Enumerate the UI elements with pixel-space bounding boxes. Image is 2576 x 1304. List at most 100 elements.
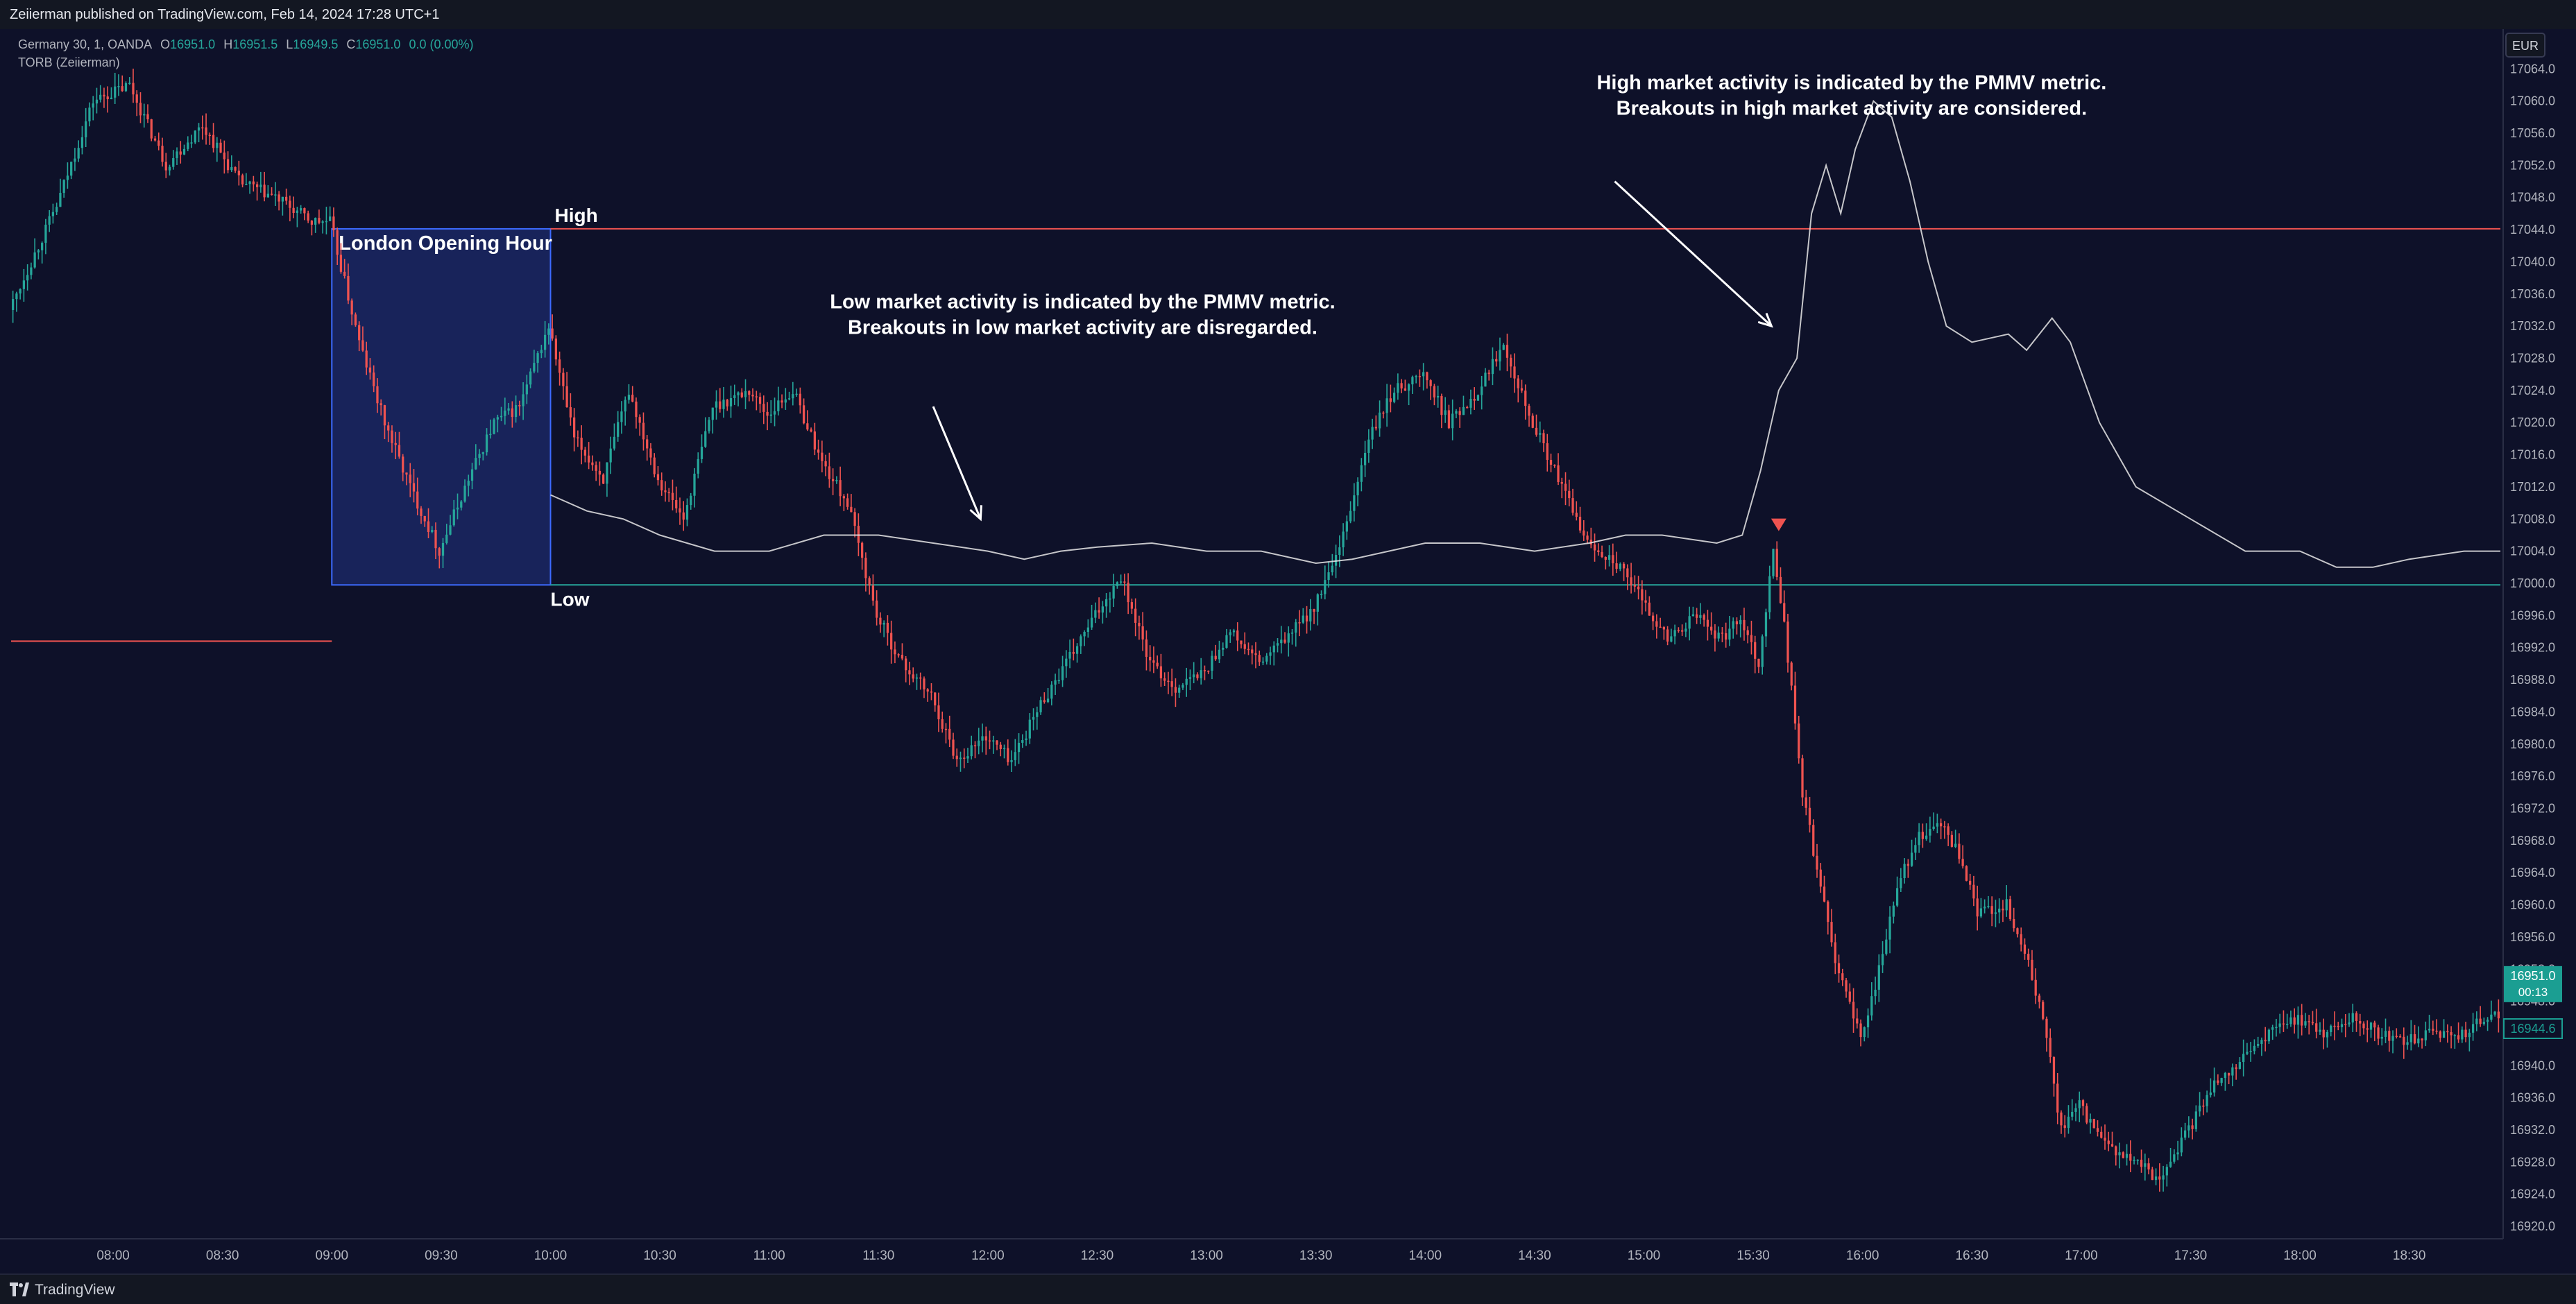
candle-body [973, 745, 977, 746]
candle-body [245, 184, 248, 185]
candle-body [219, 142, 222, 153]
candle [1188, 669, 1192, 691]
candle-body [463, 486, 466, 501]
candle [1743, 608, 1746, 641]
candle [577, 430, 579, 447]
candle [1130, 598, 1134, 615]
candle [580, 425, 583, 465]
candle-body [452, 509, 455, 526]
candle-body [1418, 376, 1422, 377]
candle-body [565, 386, 568, 408]
candle [792, 381, 794, 406]
candle-body [157, 140, 160, 146]
candle-body [383, 405, 386, 426]
arrow-shaft [932, 406, 982, 520]
candle-body [2002, 909, 2004, 911]
candle-body [876, 600, 878, 618]
candle [1808, 796, 1811, 833]
candle [1014, 739, 1016, 766]
candle [1790, 661, 1793, 691]
candle [2260, 1037, 2263, 1056]
candle-body [2031, 959, 2033, 980]
candle [168, 164, 171, 175]
candle [1174, 678, 1177, 707]
candle-body [631, 395, 634, 402]
candle-body [787, 398, 791, 400]
candle [2042, 1000, 2045, 1021]
price-chart[interactable]: Germany 30, 1, OANDA O16951.0 H16951.5 L169… [0, 29, 2576, 1273]
candle-body [1798, 723, 1800, 759]
candle [861, 541, 864, 570]
candle-body [1491, 359, 1494, 375]
candle [901, 643, 904, 661]
candle-body [456, 507, 459, 510]
price-tick-label: 16924.0 [2510, 1187, 2555, 1201]
candle-body [864, 558, 867, 578]
candle-body [1481, 386, 1483, 395]
currency-button[interactable]: EUR [2505, 33, 2545, 58]
candle-body [1885, 939, 1888, 954]
time-tick-label: 15:30 [1737, 1249, 1770, 1263]
candle-body [1156, 662, 1159, 667]
candle-body [420, 508, 423, 516]
candle-body [2432, 1029, 2434, 1031]
candle-body [1761, 636, 1764, 667]
candle-body [402, 456, 404, 473]
candle [1193, 662, 1195, 684]
candle-body [1090, 617, 1093, 628]
tradingview-logo-icon [10, 1282, 29, 1296]
candle [1017, 733, 1021, 764]
candle [489, 419, 492, 439]
candle [679, 497, 681, 525]
candle-body [693, 473, 696, 496]
candle-body [2034, 979, 2037, 996]
candle-body [1517, 378, 1519, 388]
candle [379, 399, 382, 416]
candle-body [1298, 622, 1301, 624]
candle-body [241, 175, 244, 185]
candle [41, 241, 44, 264]
candle [948, 715, 951, 748]
candle [117, 74, 120, 96]
candle-body [2311, 1022, 2314, 1024]
price-tick-label: 16980.0 [2510, 737, 2555, 751]
publish-bar: Zeiierman published on TradingView.com, … [0, 0, 2576, 31]
time-axis[interactable]: 08:00 08:30 09:00 09:30 10:00 10:30 11:00 11:30… [0, 1238, 2503, 1273]
candle [423, 515, 426, 527]
candle [1710, 612, 1713, 635]
candle-body [1345, 521, 1348, 532]
candle [310, 220, 314, 236]
candle [1404, 379, 1407, 391]
time-tick-label: 08:00 [96, 1249, 130, 1263]
candle-body [449, 525, 452, 535]
candle [1735, 617, 1739, 635]
candle [1717, 626, 1720, 642]
candle-body [733, 395, 736, 399]
candle-body [1382, 412, 1385, 414]
candle-body [168, 166, 171, 171]
candle [1397, 373, 1399, 400]
candle [1392, 387, 1396, 404]
candle-body [427, 521, 430, 533]
candle [37, 248, 40, 260]
candle [955, 748, 958, 767]
candle-body [1389, 398, 1392, 402]
candle [2074, 1103, 2077, 1122]
candle-body [1641, 589, 1644, 601]
candle-body [1531, 415, 1534, 428]
candle [952, 732, 955, 760]
candle [1612, 543, 1614, 576]
candle [1900, 868, 1902, 893]
candle [431, 526, 434, 533]
price-axis[interactable]: 17064.0 17060.0 17056.0 17052.0 17048.0 17044… [2502, 29, 2576, 1239]
candle [664, 481, 667, 502]
candle-body [1848, 991, 1851, 1002]
candle [259, 171, 262, 193]
candle-body [857, 526, 860, 543]
candle [609, 436, 612, 474]
candle-body [1068, 651, 1071, 659]
candle [1517, 375, 1519, 403]
candle-body [504, 410, 506, 416]
candle [2008, 895, 2012, 921]
candle-body [2212, 1080, 2216, 1093]
